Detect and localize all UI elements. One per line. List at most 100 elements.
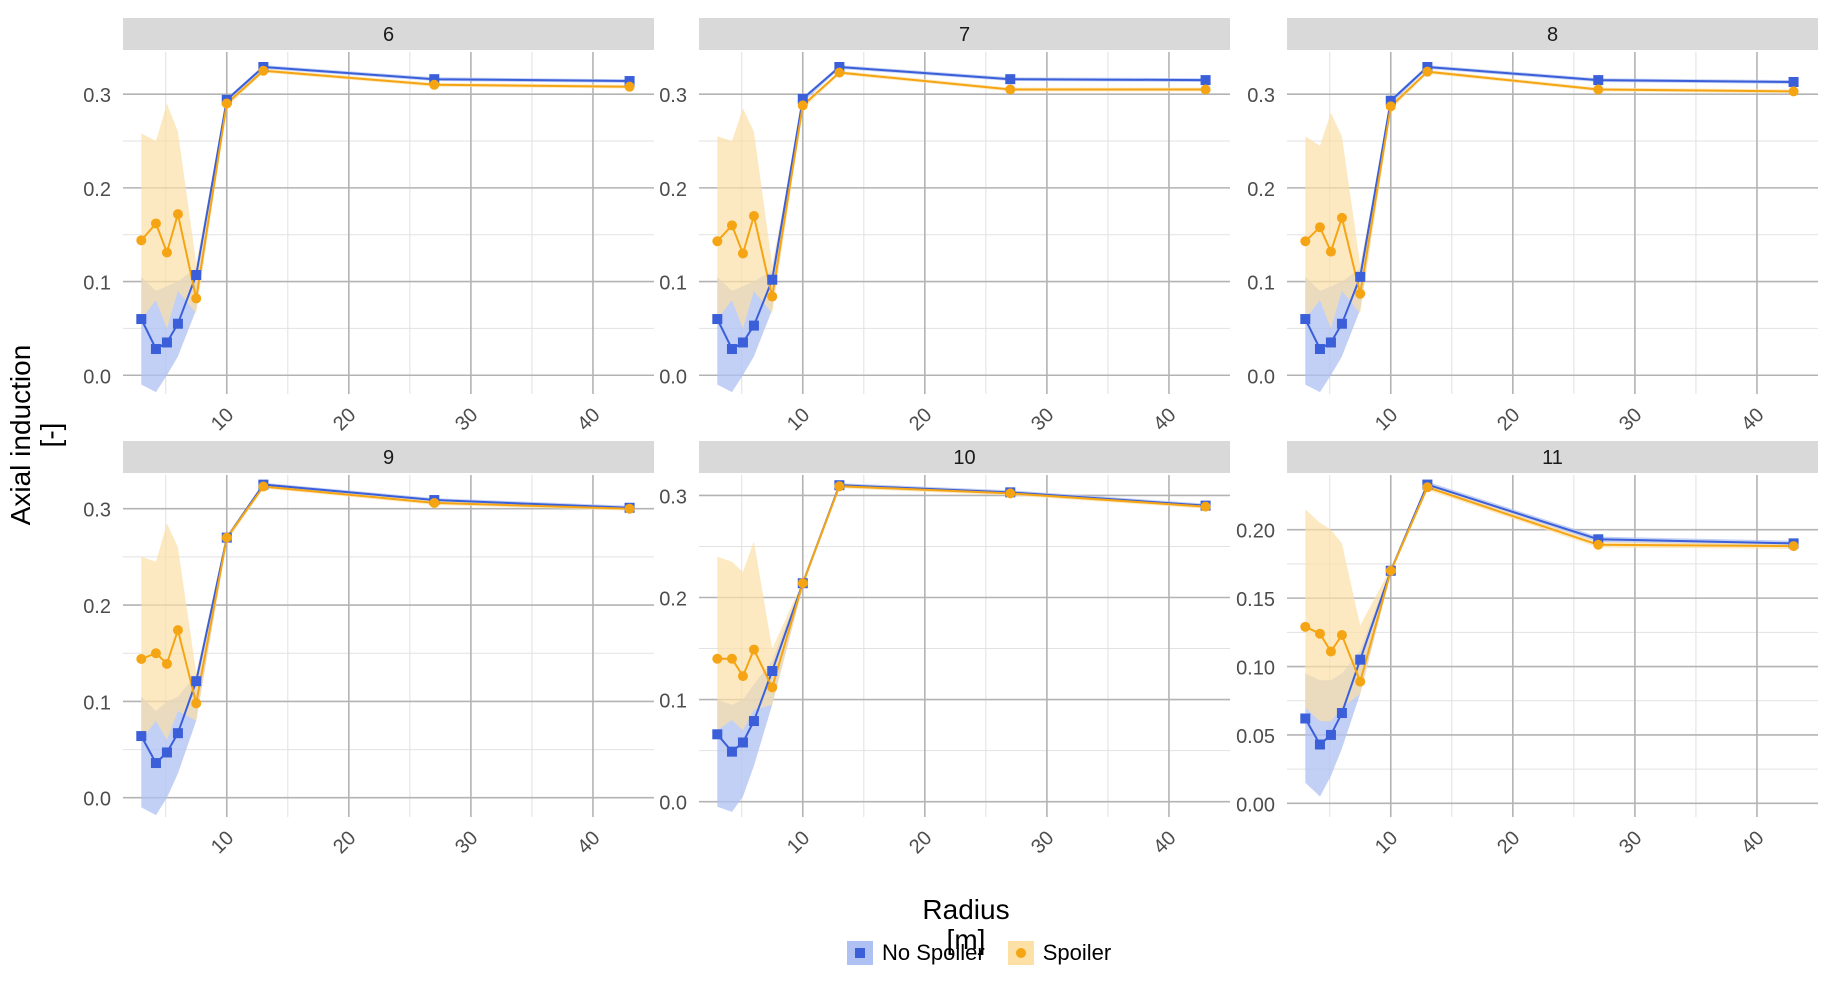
square-marker-icon xyxy=(855,948,865,958)
series-line-spoiler xyxy=(1304,70,1794,294)
data-point-spoiler xyxy=(1385,101,1396,112)
data-point-no-spoiler xyxy=(1314,739,1325,750)
data-point-spoiler xyxy=(712,236,723,247)
series-line-no-spoiler xyxy=(140,483,630,765)
data-point-spoiler xyxy=(1336,212,1347,223)
facet-panel-6: 6 0.0 0.1 0.2 0.3 10 20 30 40 xyxy=(83,18,654,435)
data-point-no-spoiler xyxy=(150,758,161,769)
series-line-no-spoiler xyxy=(1304,65,1794,351)
x-tick-label: 40 xyxy=(573,404,604,435)
facet-strip-title: 7 xyxy=(959,24,970,46)
data-point-no-spoiler xyxy=(172,318,183,329)
y-tick-label: 0.2 xyxy=(83,596,111,618)
x-tick-label: 20 xyxy=(905,827,936,858)
ci-band-spoiler xyxy=(1305,484,1794,722)
data-point-spoiler xyxy=(712,653,723,664)
y-tick-label: 0.0 xyxy=(659,793,687,815)
x-tick-label: 10 xyxy=(207,404,238,435)
data-point-spoiler xyxy=(1422,66,1433,77)
x-tick-label: 30 xyxy=(1615,827,1646,858)
legend-item-no-spoiler: No Spoiler xyxy=(846,940,985,966)
data-point-spoiler xyxy=(726,653,737,664)
data-point-spoiler xyxy=(767,291,778,302)
y-tick-label: 0.3 xyxy=(83,500,111,522)
data-point-spoiler xyxy=(797,100,808,111)
data-point-no-spoiler xyxy=(136,731,147,742)
data-point-spoiler xyxy=(1325,646,1336,657)
data-point-no-spoiler xyxy=(726,344,737,355)
data-point-spoiler xyxy=(1314,222,1325,233)
y-axis-label: Axial induction [-] xyxy=(5,344,66,526)
x-tick-label: 30 xyxy=(1027,827,1058,858)
ci-band-spoiler xyxy=(717,484,1206,731)
y-tick-label: 0.10 xyxy=(1236,658,1275,680)
y-tick-label: 0.3 xyxy=(659,486,687,508)
data-point-no-spoiler xyxy=(191,676,202,687)
data-point-no-spoiler xyxy=(748,716,759,727)
x-tick-label: 20 xyxy=(1493,827,1524,858)
data-point-no-spoiler xyxy=(150,344,161,355)
data-point-no-spoiler xyxy=(1355,271,1366,282)
data-point-spoiler xyxy=(1005,488,1016,499)
data-point-spoiler xyxy=(258,481,269,492)
y-tick-label: 0.05 xyxy=(1236,726,1275,748)
x-tick-label: 40 xyxy=(1737,404,1768,435)
data-point-spoiler xyxy=(1314,628,1325,639)
series-line-spoiler xyxy=(717,485,1206,691)
y-tick-label: 0.2 xyxy=(659,589,687,611)
data-point-spoiler xyxy=(172,209,183,220)
series-line-no-spoiler xyxy=(716,484,1206,754)
ci-band-spoiler xyxy=(141,68,630,329)
legend-key-no-spoiler xyxy=(846,940,876,966)
data-point-no-spoiler xyxy=(726,746,737,757)
x-tick-label: 10 xyxy=(783,827,814,858)
legend-key-spoiler xyxy=(1007,940,1037,966)
facet-panel-9: 9 0.0 0.1 0.2 0.3 10 20 30 40 xyxy=(83,441,654,858)
ci-band-no-spoiler xyxy=(141,482,630,816)
y-tick-label: 0.1 xyxy=(659,691,687,713)
data-point-no-spoiler xyxy=(1355,654,1366,665)
circle-marker-icon xyxy=(1015,948,1026,958)
data-point-no-spoiler xyxy=(1336,318,1347,329)
y-axis-label-text: Axial induction xyxy=(5,344,36,526)
data-point-spoiler xyxy=(1336,630,1347,641)
x-tick-label: 30 xyxy=(1615,404,1646,435)
data-point-spoiler xyxy=(624,503,635,514)
data-point-spoiler xyxy=(172,625,183,636)
y-tick-label: 0.1 xyxy=(659,273,687,295)
data-point-spoiler xyxy=(1422,482,1433,493)
x-axis-label-text: Radius xyxy=(922,894,1010,925)
data-point-spoiler xyxy=(429,497,440,508)
data-point-no-spoiler xyxy=(624,76,635,87)
facet-panel-7: 7 0.0 0.1 0.2 0.3 10 20 30 40 xyxy=(659,18,1230,435)
y-tick-label: 0.20 xyxy=(1236,521,1275,543)
data-point-spoiler xyxy=(726,220,737,231)
legend-label-no-spoiler: No Spoiler xyxy=(882,940,985,965)
data-point-spoiler xyxy=(737,248,748,259)
data-point-spoiler xyxy=(1300,236,1311,247)
data-point-no-spoiler xyxy=(737,737,748,748)
data-point-no-spoiler xyxy=(1593,534,1604,545)
x-tick-label: 20 xyxy=(329,404,360,435)
y-tick-label: 0.2 xyxy=(1247,179,1275,201)
x-tick-label: 10 xyxy=(1371,827,1402,858)
ci-band-no-spoiler xyxy=(141,65,630,393)
y-axis-label-unit: [-] xyxy=(35,422,66,448)
facet-strip-title: 8 xyxy=(1547,24,1558,46)
data-point-spoiler xyxy=(150,218,161,229)
data-point-spoiler xyxy=(1005,84,1016,95)
data-point-no-spoiler xyxy=(161,337,172,348)
data-point-spoiler xyxy=(1385,565,1396,576)
y-tick-label: 0.0 xyxy=(659,366,687,388)
y-tick-label: 0.00 xyxy=(1236,794,1275,816)
data-point-spoiler xyxy=(1788,86,1799,97)
x-tick-label: 20 xyxy=(905,404,936,435)
ci-band-no-spoiler xyxy=(1305,65,1794,393)
y-tick-label: 0.0 xyxy=(83,789,111,811)
data-point-no-spoiler xyxy=(1005,74,1016,85)
data-point-spoiler xyxy=(748,210,759,221)
x-tick-label: 30 xyxy=(451,827,482,858)
facet-strip xyxy=(1287,18,1818,50)
data-point-no-spoiler xyxy=(797,93,808,104)
facet-strip xyxy=(699,18,1230,50)
